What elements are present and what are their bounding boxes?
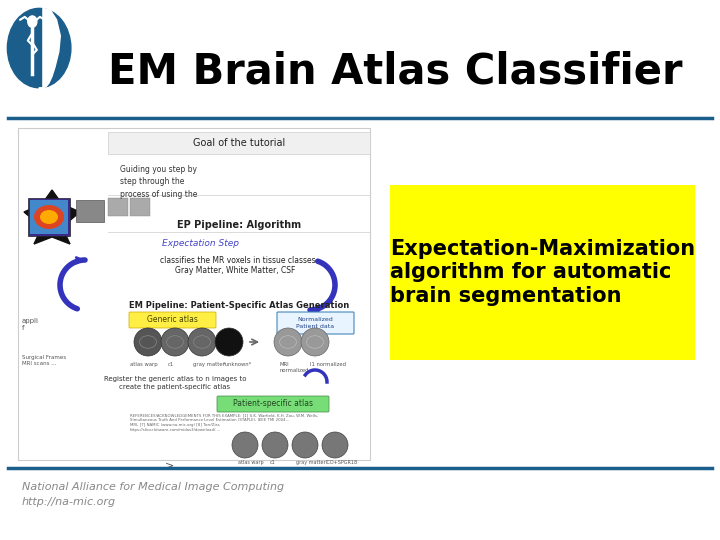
Text: c1: c1 [270,460,276,465]
Text: appli
f: appli f [22,318,39,331]
Circle shape [188,328,216,356]
Text: Patient-specific atlas: Patient-specific atlas [233,400,313,408]
Text: classifies the MR voxels in tissue classes: classifies the MR voxels in tissue class… [160,256,315,265]
Circle shape [7,9,71,88]
Bar [130,198,150,216]
Bar [108,198,128,216]
Circle shape [301,328,329,356]
Text: Guiding you step by
step through the
process of using the: Guiding you step by step through the pro… [120,165,197,199]
Circle shape [274,328,302,356]
Bar [390,185,695,360]
Text: Surgical Frames
MRI scans ...: Surgical Frames MRI scans ... [22,355,66,366]
FancyBboxPatch shape [217,396,329,412]
Text: EM Brain Atlas Classifier: EM Brain Atlas Classifier [108,51,683,93]
Bar [76,200,104,222]
Bar [18,128,370,460]
Text: Normalized
Patient data: Normalized Patient data [296,318,334,329]
FancyBboxPatch shape [129,312,216,328]
Ellipse shape [40,210,58,224]
Bar [30,200,68,234]
Polygon shape [39,88,44,96]
Text: Generic atlas: Generic atlas [147,315,197,325]
Circle shape [28,16,37,27]
FancyBboxPatch shape [277,312,354,334]
Circle shape [322,432,348,458]
Bar [28,198,70,236]
Circle shape [232,432,258,458]
Text: gray matter: gray matter [296,460,325,465]
Bar [108,132,370,154]
Text: Goal of the tutorial: Goal of the tutorial [193,138,285,148]
Text: National Alliance for Medical Image Computing: National Alliance for Medical Image Comp… [22,482,284,492]
Circle shape [292,432,318,458]
Text: Gray Matter, White Matter, CSF: Gray Matter, White Matter, CSF [175,266,295,275]
Circle shape [215,328,243,356]
Text: Register the generic atlas to n images to
create the patient-specific atlas: Register the generic atlas to n images t… [104,376,246,390]
Text: c1: c1 [168,362,174,367]
Text: REFERENCES/ACKNOWLEDGEMENTS FOR THIS EXAMPLE: [1] S.K. Warfield, K.H. Zou, W.M. : REFERENCES/ACKNOWLEDGEMENTS FOR THIS EXA… [130,413,318,431]
Text: http://na-mic.org: http://na-mic.org [22,497,116,507]
Text: *unknown*: *unknown* [223,362,252,367]
Text: Expectation Step: Expectation Step [161,240,238,248]
Text: atlas warp: atlas warp [130,362,158,367]
Text: gray matter: gray matter [193,362,225,367]
Circle shape [134,328,162,356]
Circle shape [262,432,288,458]
Text: >: > [166,460,175,470]
Circle shape [161,328,189,356]
Text: I1 normalized: I1 normalized [310,362,346,367]
Text: EP Pipeline: Algorithm: EP Pipeline: Algorithm [177,220,301,230]
Text: MRI
normalized: MRI normalized [280,362,310,373]
Text: ICO+SPGR18: ICO+SPGR18 [326,460,358,465]
Text: atlas warp: atlas warp [238,460,264,465]
Polygon shape [24,190,80,244]
Text: EM Pipeline: Patient-Specific Atlas Generation: EM Pipeline: Patient-Specific Atlas Gene… [129,300,349,309]
Ellipse shape [34,205,64,229]
Text: Expectation-Maximization
algorithm for automatic
brain segmentation: Expectation-Maximization algorithm for a… [390,239,695,306]
Polygon shape [43,8,60,88]
